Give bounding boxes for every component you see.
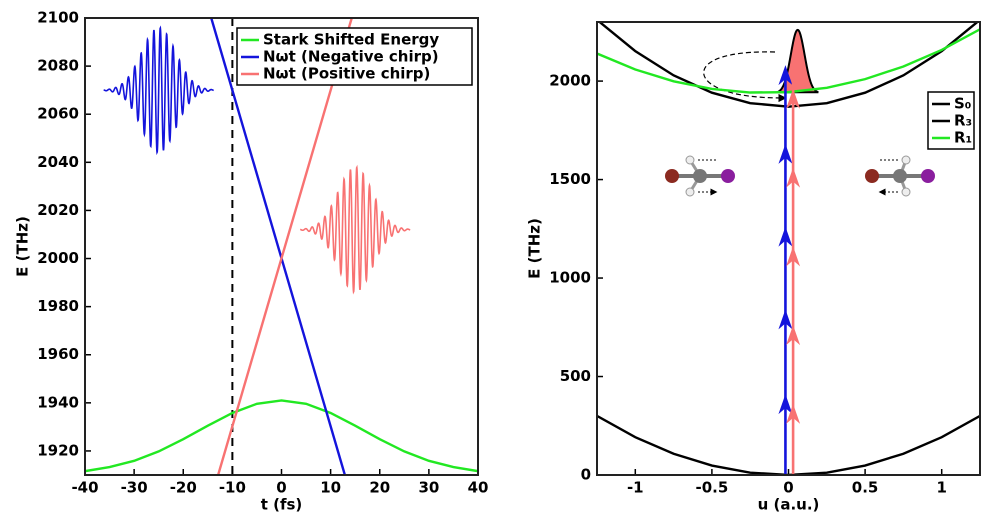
- y-tick-label: 2060: [37, 105, 79, 123]
- x-axis-label: t (fs): [261, 496, 303, 514]
- plot-area: [85, 18, 478, 475]
- series-line: [216, 18, 353, 475]
- series-line: [597, 28, 980, 94]
- arrow-head: [778, 226, 793, 247]
- arrow-head: [786, 403, 801, 424]
- y-tick-label: 2000: [37, 249, 79, 267]
- pulse: [776, 28, 819, 94]
- wavepacket: [103, 25, 214, 156]
- legend-label: Nωt (Negative chirp): [263, 48, 439, 66]
- x-tick-label: -0.5: [695, 479, 728, 497]
- x-tick-label: -20: [170, 479, 197, 497]
- x-tick-label: 20: [369, 479, 390, 497]
- x-tick-label: 30: [418, 479, 439, 497]
- legend-box: [236, 27, 473, 86]
- series-line: [210, 18, 347, 475]
- x-tick-label: -10: [219, 479, 246, 497]
- x-tick-label: -40: [71, 479, 98, 497]
- x-tick-label: 0: [783, 479, 793, 497]
- y-tick-label: 1500: [549, 170, 591, 188]
- y-tick-label: 0: [581, 466, 591, 484]
- legend-label: S₀: [954, 95, 971, 113]
- x-tick-label: -1: [627, 479, 644, 497]
- y-axis-label: E (THz): [14, 216, 32, 277]
- y-tick-label: 500: [560, 367, 591, 385]
- arrow-head: [786, 167, 801, 188]
- y-tick-label: 2100: [37, 9, 79, 27]
- arrow-head: [778, 309, 793, 330]
- arrow-head: [778, 143, 793, 164]
- x-tick-label: 10: [320, 479, 341, 497]
- wavepacket: [299, 164, 411, 295]
- series-line: [597, 414, 980, 475]
- x-tick-label: 0: [276, 479, 286, 497]
- y-tick-label: 1000: [549, 269, 591, 287]
- dashed-loop: [703, 51, 787, 103]
- x-axis-label: u (a.u.): [758, 496, 820, 514]
- arrow-head: [786, 325, 801, 346]
- y-tick-label: 2020: [37, 201, 79, 219]
- plot-area: [597, 22, 980, 475]
- arrow-head: [778, 65, 793, 86]
- x-tick-label: 40: [468, 479, 489, 497]
- y-tick-label: 1960: [37, 345, 79, 363]
- y-tick-label: 2040: [37, 153, 79, 171]
- y-tick-label: 2000: [549, 72, 591, 90]
- y-tick-label: 1980: [37, 297, 79, 315]
- legend-label: R₁: [954, 129, 972, 147]
- molecule-left: [665, 155, 735, 196]
- x-tick-label: 1: [936, 479, 946, 497]
- arrow-head: [786, 88, 801, 109]
- y-axis-label: E (THz): [526, 218, 544, 279]
- x-tick-label: 0.5: [852, 479, 879, 497]
- x-tick-label: -30: [121, 479, 148, 497]
- arrow-head: [778, 394, 793, 415]
- series-line: [85, 399, 478, 473]
- arrow-head: [786, 246, 801, 267]
- legend-label: Nωt (Positive chirp): [263, 65, 430, 83]
- axes-frame: [596, 21, 981, 476]
- molecule-right: [865, 155, 935, 196]
- legend-label: Stark Shifted Energy: [263, 31, 439, 49]
- y-tick-label: 1940: [37, 393, 79, 411]
- axes-frame: [84, 17, 479, 476]
- legend-label: R₃: [954, 112, 972, 130]
- y-tick-label: 1920: [37, 441, 79, 459]
- y-tick-label: 2080: [37, 57, 79, 75]
